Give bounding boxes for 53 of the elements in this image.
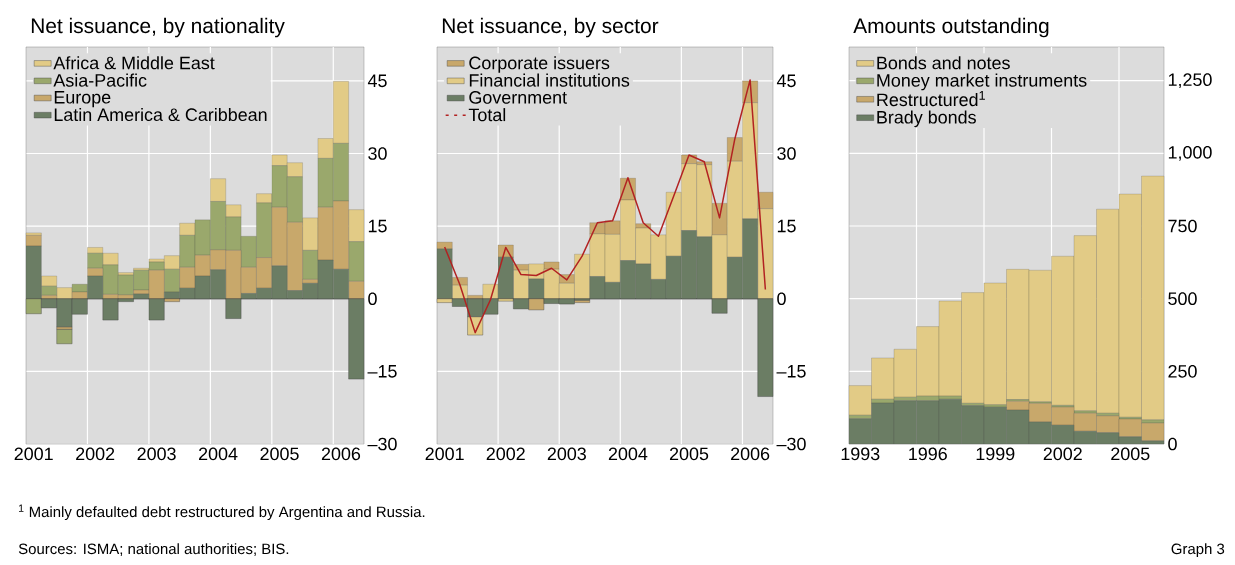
y-tick-label: 500 bbox=[1168, 292, 1197, 306]
y-tick-label: 250 bbox=[1168, 364, 1197, 378]
caption: Graph 3 bbox=[1171, 543, 1225, 558]
x-tick-label: 2005 bbox=[1111, 447, 1150, 461]
y-tick-label: –15 bbox=[776, 365, 806, 378]
legend-label: Financial institutions bbox=[469, 73, 630, 87]
legend-label: Europe bbox=[54, 91, 111, 108]
y-tick-label: –15 bbox=[367, 365, 397, 378]
legend-label: Money market instruments bbox=[877, 73, 1087, 91]
legend-label: Latin America & Caribbean bbox=[54, 107, 267, 122]
x-tick-label: 2004 bbox=[199, 447, 238, 461]
x-tick-label: 2002 bbox=[76, 447, 115, 461]
chart-title: Amounts outstanding bbox=[853, 17, 1049, 38]
y-tick-label: –30 bbox=[367, 437, 397, 451]
text: $^{1}$ Mainly defaulted debt restructured by Argentina and Russia. bbox=[19, 504, 425, 521]
x-tick-label: 2001 bbox=[425, 447, 464, 461]
x-tick-label: 2004 bbox=[608, 447, 648, 461]
y-tick-label: 0 bbox=[777, 292, 786, 306]
x-tick-label: 1993 bbox=[841, 447, 880, 461]
y-tick-label: –30 bbox=[776, 437, 806, 451]
y-tick-label: 15 bbox=[368, 219, 387, 233]
legend-label: Restructured$^{1}$ bbox=[877, 91, 985, 107]
y-tick-label: 750 bbox=[1168, 219, 1197, 233]
y-tick-label: 1,250 bbox=[1168, 73, 1212, 89]
legend-label: Brady bonds bbox=[877, 110, 976, 128]
x-tick-label: 2002 bbox=[486, 447, 525, 461]
y-tick-label: 45 bbox=[367, 74, 387, 88]
x-tick-label: 2002 bbox=[1043, 447, 1082, 461]
legend-label: Africa & Middle East bbox=[53, 56, 215, 70]
legend-label: Government bbox=[469, 91, 567, 104]
x-tick-label: 2006 bbox=[731, 447, 770, 461]
chart-title: Net issuance, by sector bbox=[442, 17, 659, 38]
y-tick-label: 15 bbox=[777, 219, 796, 233]
x-tick-label: 2001 bbox=[14, 447, 53, 461]
legend-label: Corporate issuers bbox=[469, 56, 610, 73]
legend-label: Asia-Pacific bbox=[53, 73, 147, 87]
legend-label: Bonds and notes bbox=[877, 56, 1010, 70]
chart-title: Net issuance, by nationality bbox=[31, 17, 285, 38]
x-tick-label: 2005 bbox=[669, 447, 709, 461]
x-tick-label: 1996 bbox=[909, 447, 947, 461]
x-tick-label: 2005 bbox=[260, 447, 299, 461]
y-tick-label: 45 bbox=[776, 74, 796, 88]
x-tick-label: 1999 bbox=[976, 447, 1015, 461]
y-tick-label: 1,000 bbox=[1168, 145, 1212, 161]
x-tick-label: 2003 bbox=[547, 447, 586, 461]
y-tick-label: 30 bbox=[777, 147, 796, 160]
y-tick-label: 0 bbox=[368, 292, 377, 306]
legend-label: Total bbox=[468, 108, 506, 122]
x-tick-label: 2003 bbox=[137, 447, 176, 461]
y-tick-label: 0 bbox=[1168, 437, 1177, 451]
y-tick-label: 30 bbox=[368, 147, 387, 160]
x-tick-label: 2006 bbox=[321, 447, 361, 461]
source-note: Sources: ISMA; national authorities; BIS. bbox=[18, 543, 289, 556]
